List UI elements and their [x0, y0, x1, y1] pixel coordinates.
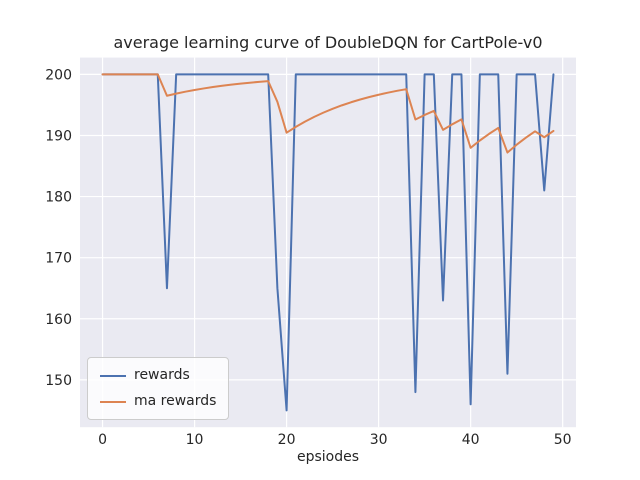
- y-tick-label: 180: [45, 190, 72, 206]
- x-tick-label: 40: [462, 432, 480, 448]
- series-line-ma-rewards: [101, 73, 555, 154]
- legend-label-rewards: rewards: [134, 367, 190, 384]
- x-tick-label: 20: [278, 432, 296, 448]
- y-tick-label: 200: [45, 67, 72, 83]
- legend-label-ma-rewards: ma rewards: [134, 393, 217, 410]
- x-tick-label: 0: [98, 432, 107, 448]
- y-tick-label: 160: [45, 312, 72, 328]
- x-axis-label: epsiodes: [296, 449, 360, 465]
- chart-title: average learning curve of DoubleDQN for …: [113, 33, 543, 52]
- ma-rewards-line-swatch: [100, 400, 126, 403]
- y-tick-label: 170: [45, 251, 72, 267]
- legend: rewards ma rewards: [87, 357, 230, 420]
- y-tick-label: 190: [45, 128, 72, 144]
- legend-item-rewards: rewards: [100, 367, 216, 384]
- rewards-line-swatch: [100, 374, 126, 377]
- y-tick-label: 150: [45, 373, 72, 389]
- series-line-rewards: [101, 73, 555, 412]
- legend-item-ma-rewards: ma rewards: [100, 393, 216, 410]
- x-tick-label: 10: [186, 432, 204, 448]
- x-tick-label: 30: [370, 432, 388, 448]
- x-tick-label: 50: [554, 432, 572, 448]
